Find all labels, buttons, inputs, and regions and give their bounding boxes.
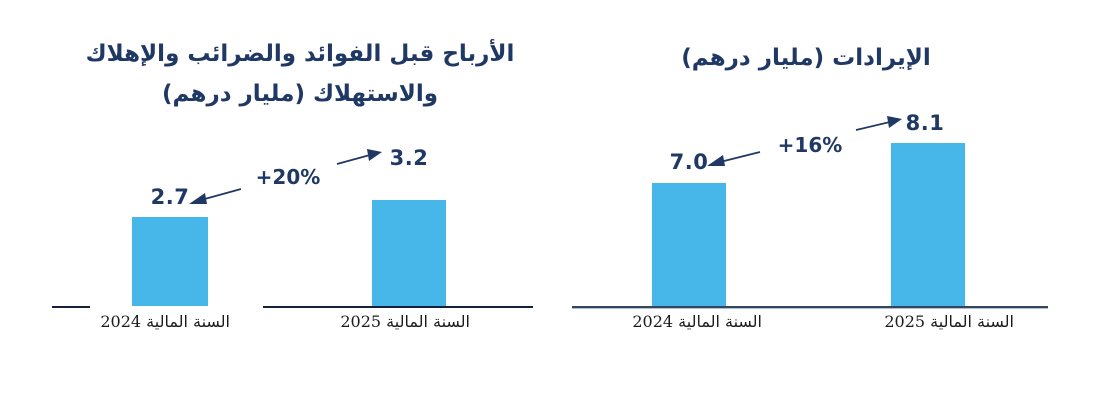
ebitda-arrow-down-left-icon xyxy=(189,188,242,204)
ebitda-axis-segment-left xyxy=(52,306,90,308)
ebitda-axis-segment-right xyxy=(263,306,533,308)
ebitda-tick-2024: السنة المالية 2024 xyxy=(100,312,230,331)
ebitda-title-line-1: الأرباح قبل الفوائد والضرائب والإهلاك xyxy=(85,41,515,67)
revenues-tick-2025: السنة المالية 2025 xyxy=(884,312,1014,331)
ebitda-bar-2025 xyxy=(372,200,446,306)
revenues-chart-title: الإيرادات (مليار درهم) xyxy=(616,38,996,78)
revenues-tick-2024: السنة المالية 2024 xyxy=(632,312,762,331)
revenues-2025-value-label: 8.1 xyxy=(905,111,945,135)
revenues-axis-line xyxy=(572,306,1048,309)
ebitda-2024-value-label: 2.7 xyxy=(150,185,190,209)
revenues-2024-value-label: 7.0 xyxy=(669,150,709,174)
ebitda-tick-2025: السنة المالية 2025 xyxy=(340,312,470,331)
ebitda-bar-2024 xyxy=(132,217,208,306)
ebitda-chart-title: الأرباح قبل الفوائد والضرائب والإهلاك وا… xyxy=(55,34,545,114)
ebitda-2025-value-label: 3.2 xyxy=(389,146,429,170)
revenues-growth-label: +16% xyxy=(777,133,843,157)
revenues-bar-2024 xyxy=(652,183,726,306)
revenues-title-line-1: الإيرادات (مليار درهم) xyxy=(681,45,931,71)
ebitda-arrow-up-right-icon xyxy=(336,149,382,165)
ebitda-title-line-2: والاستهلاك (مليار درهم) xyxy=(162,81,438,107)
revenues-arrow-up-right-icon xyxy=(855,116,902,131)
revenues-bar-2025 xyxy=(891,143,965,306)
ebitda-growth-label: +20% xyxy=(255,165,321,189)
revenues-arrow-down-left-icon xyxy=(707,151,761,166)
